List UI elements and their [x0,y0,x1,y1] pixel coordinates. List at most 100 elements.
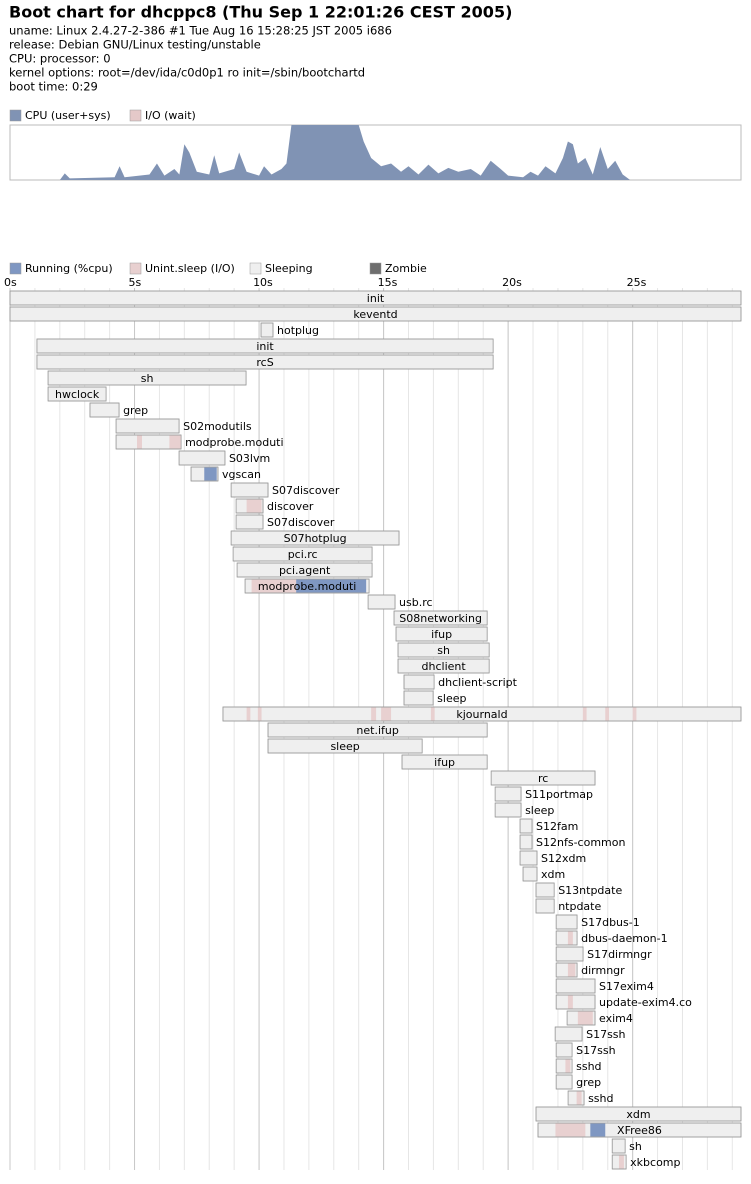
process-label: S03lvm [229,452,270,465]
process-bar [535,882,555,898]
legend-label: Zombie [385,262,427,275]
process-outline [519,834,533,850]
process-bar [519,818,533,834]
process-outline [36,338,494,354]
process-bar [89,402,120,418]
process-label: sleep [437,692,466,705]
process-label: ifup [431,628,452,641]
io-segment [251,579,297,593]
process-bar [519,834,533,850]
process-outline [490,770,596,786]
process-bar [554,1026,583,1042]
process-bar [494,786,522,802]
process-outline [554,1026,583,1042]
process-outline [555,994,596,1010]
process-label: dbus-daemon-1 [581,932,668,945]
process-label: S12nfs-common [536,836,625,849]
cpu-area [10,125,741,180]
process-bar [555,994,596,1010]
io-segment [577,1011,593,1025]
process-outline [9,306,742,322]
process-outline [260,322,274,338]
legend-label: I/O (wait) [145,109,196,122]
x-tick-label: 5s [129,276,142,289]
process-outline [535,882,555,898]
process-label: pci.agent [279,564,331,577]
process-label: S12xdm [541,852,586,865]
process-label: init [367,292,385,305]
process-outline [494,802,522,818]
legend-label: CPU (user+sys) [25,109,111,122]
process-label: dirmngr [581,964,625,977]
process-outline [555,946,584,962]
process-bar [230,482,269,498]
process-bar [535,898,555,914]
process-outline [47,386,107,402]
io-segment [257,707,262,721]
process-outline [115,434,182,450]
process-outline [395,626,488,642]
process-label: S07hotplug [284,532,347,545]
process-bar [178,450,226,466]
process-label: xdm [541,868,565,881]
info-line: release: Debian GNU/Linux testing/unstab… [9,38,261,52]
process-outline [555,914,578,930]
process-label: update-exim4.co [599,996,692,1009]
legend-swatch [249,262,262,275]
process-label: dhclient [422,660,467,673]
process-label: sh [437,644,450,657]
process-label: S13ntpdate [558,884,622,897]
x-tick-label: 0s [4,276,17,289]
process-label: S07discover [272,484,340,497]
process-outline [235,514,264,530]
io-segment [246,707,251,721]
title: Boot chart for dhcppc8 (Thu Sep 1 22:01:… [9,3,512,22]
process-outline [47,370,247,386]
process-outline [537,1122,742,1138]
process-label: XFree86 [617,1124,662,1137]
legend-label: Running (%cpu) [25,262,113,275]
process-outline [393,610,488,626]
io-segment [137,435,143,449]
info-line: uname: Linux 2.4.27-2-386 #1 Tue Aug 16 … [9,24,392,38]
process-label: dhclient-script [438,676,517,689]
io-segment [605,707,609,721]
process-outline [236,562,373,578]
process-label: discover [267,500,314,513]
x-tick-label: 15s [378,276,398,289]
process-label: grep [576,1076,601,1089]
io-segment [567,995,573,1009]
process-label: usb.rc [399,596,433,609]
process-label: exim4 [599,1012,633,1025]
process-outline [519,850,538,866]
process-bar [403,674,435,690]
x-tick-label: 25s [627,276,647,289]
process-outline [555,1042,573,1058]
process-bar [555,914,578,930]
io-segment [582,707,587,721]
process-label: hotplug [277,324,319,337]
process-label: S17ssh [576,1044,615,1057]
info-line: CPU: processor: 0 [9,52,111,66]
process-outline [230,530,400,546]
process-label: sshd [576,1060,601,1073]
process-outline [267,738,423,754]
process-outline [230,482,269,498]
io-segment [567,931,573,945]
io-segment [381,707,392,721]
io-segment [576,1091,582,1105]
process-bar [567,1090,585,1106]
process-bar [522,866,538,882]
process-outline [36,354,494,370]
io-segment [632,707,637,721]
process-outline [397,642,490,658]
process-outline [115,418,180,434]
process-outline [555,962,578,978]
process-outline [555,978,596,994]
process-outline [566,1010,596,1026]
info-line: kernel options: root=/dev/ida/c0d0p1 ro … [9,66,365,80]
process-outline [222,706,742,722]
process-outline [244,578,370,594]
process-label: vgscan [222,468,261,481]
